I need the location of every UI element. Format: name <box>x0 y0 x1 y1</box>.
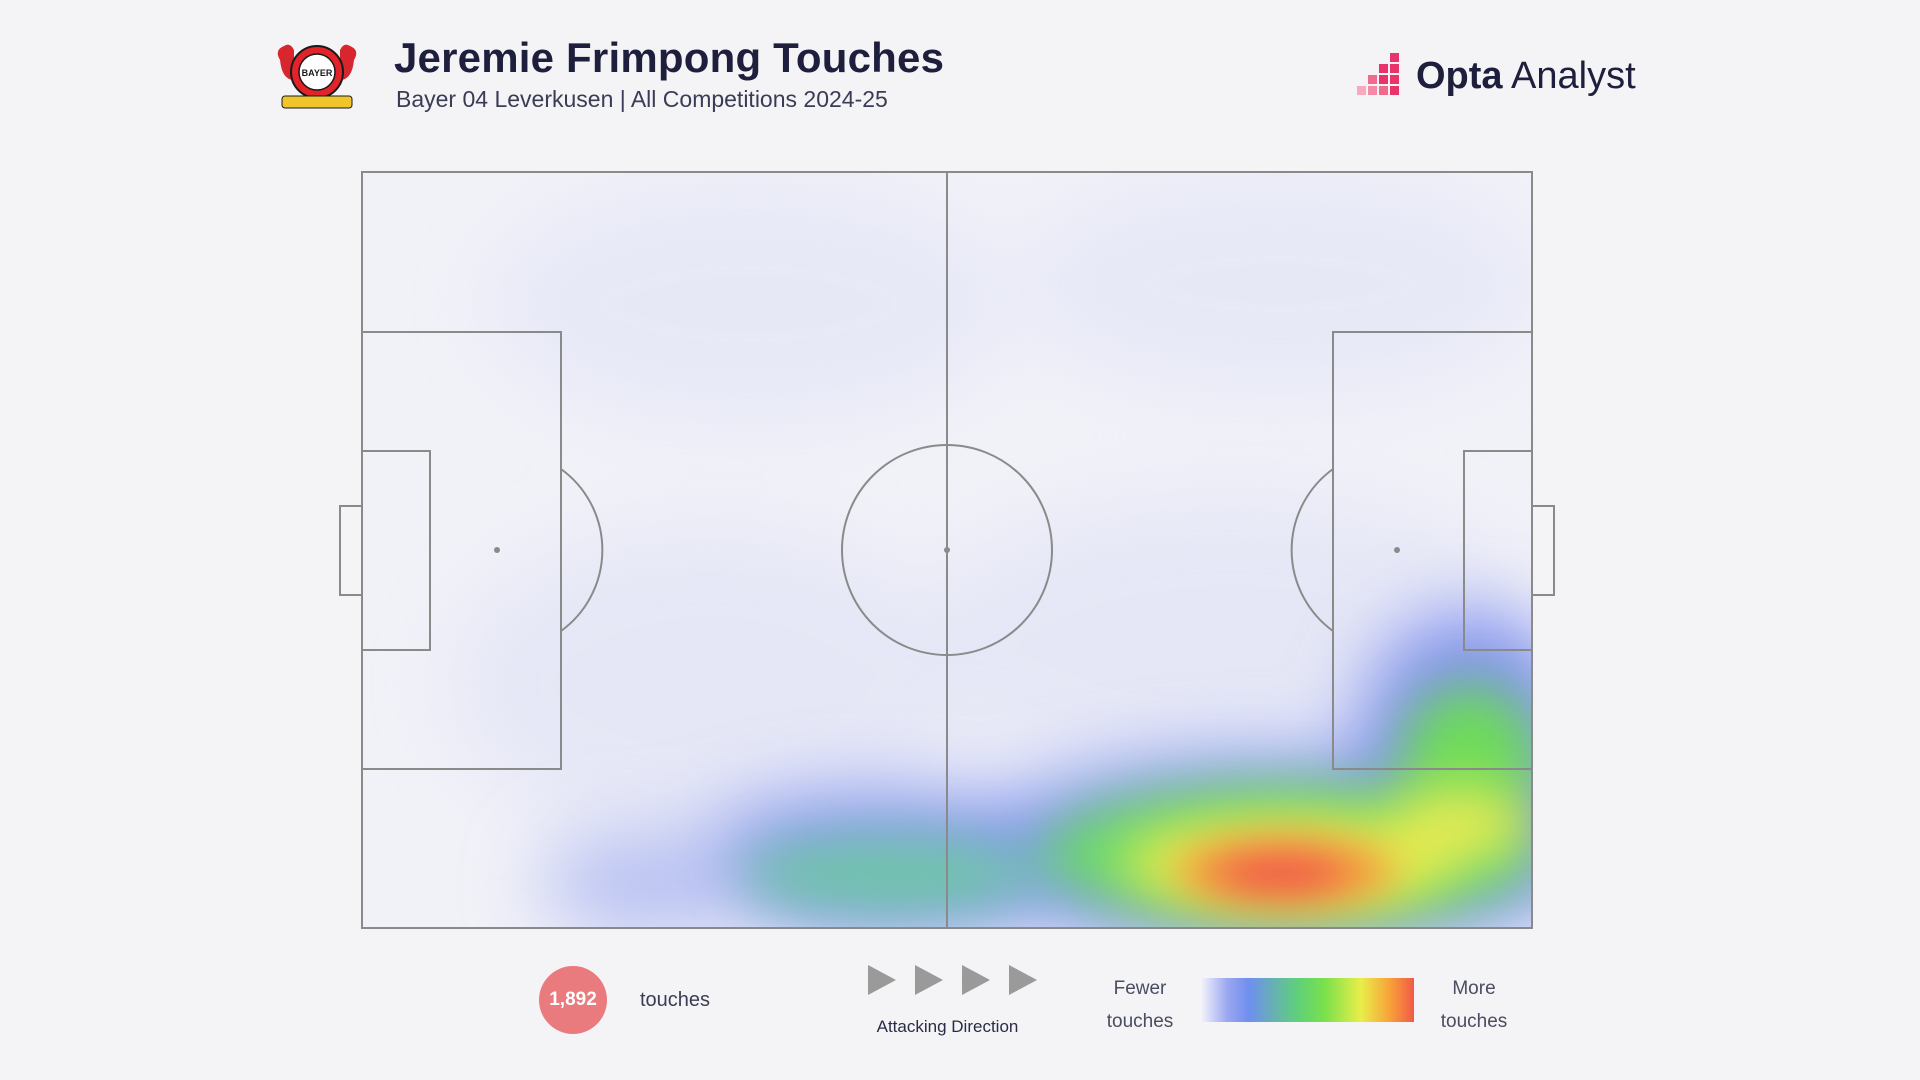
attacking-direction-arrows <box>866 962 1046 998</box>
touch-count-label: touches <box>640 989 711 1011</box>
pitch-heatmap <box>330 164 1570 940</box>
left-penalty-spot <box>494 547 500 553</box>
heat-teal-own-half <box>740 836 1040 912</box>
chart-subtitle: Bayer 04 Leverkusen | All Competitions 2… <box>396 86 888 112</box>
left-goal <box>339 505 363 596</box>
left-penalty-arc <box>560 468 604 632</box>
heat-blue-deep <box>540 834 760 928</box>
centre-spot <box>944 547 950 553</box>
bayer-leverkusen-crest-icon: BAYER <box>272 40 362 110</box>
play-arrow-icon <box>915 965 943 995</box>
attacking-direction-label: Attacking Direction <box>876 1017 1019 1036</box>
pitch-lines <box>339 171 1555 929</box>
touch-count-badge: 1,892 <box>539 966 607 1034</box>
heat-yellow-flank <box>1390 788 1530 860</box>
play-arrow-icon <box>1009 965 1037 995</box>
heat-wash-3 <box>450 524 970 844</box>
play-arrow-icon <box>962 965 990 995</box>
heat-wash-1 <box>490 184 1010 424</box>
svg-text:BAYER: BAYER <box>302 68 333 78</box>
right-penalty-arc <box>1290 468 1334 632</box>
centre-circle <box>841 444 1053 656</box>
brand-name: Opta Analyst <box>1416 54 1636 97</box>
scale-low-label: Fewer touches <box>1106 978 1174 1032</box>
play-arrow-icon <box>868 965 896 995</box>
scale-high-label: More touches <box>1440 978 1508 1032</box>
opta-analyst-logo-icon <box>1357 53 1399 95</box>
heat-wash-2 <box>1020 174 1532 394</box>
chart-title: Jeremie Frimpong Touches <box>394 34 945 81</box>
right-goal <box>1531 505 1555 596</box>
right-penalty-spot <box>1394 547 1400 553</box>
brand-logo: Opta Analyst <box>1350 50 1636 102</box>
heat-red-core <box>1210 850 1350 898</box>
pitch-svg <box>339 171 1555 929</box>
heat-color-scale <box>1202 978 1414 1022</box>
